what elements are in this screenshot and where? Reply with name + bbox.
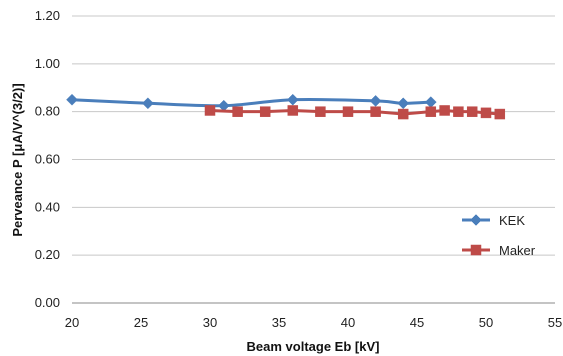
x-tick-label: 25 [134,315,148,330]
legend-label: KEK [499,213,525,228]
y-tick-labels: 0.00 0.20 0.40 0.60 0.80 1.00 1.20 [35,8,60,310]
x-tick-label: 45 [410,315,424,330]
data-point [66,93,78,106]
series-layer [66,93,506,120]
data-point [425,106,437,117]
data-point [397,108,409,120]
data-point [287,105,299,116]
x-tick-label: 30 [203,315,217,330]
y-tick-label: 0.20 [35,247,60,262]
data-point [466,106,478,117]
legend: KEK Maker [462,213,536,258]
y-tick-label: 0.80 [35,104,60,119]
x-tick-labels: 20 25 30 35 40 45 50 55 [65,315,562,330]
legend-label: Maker [499,243,536,258]
data-point [259,106,271,117]
y-tick-label: 0.40 [35,199,60,214]
series-maker [204,105,506,120]
data-point [424,96,437,108]
y-tick-label: 0.00 [35,295,60,310]
x-tick-label: 55 [548,315,562,330]
data-point [232,106,243,117]
legend-marker [470,244,482,256]
data-point [342,106,354,117]
data-point [315,106,326,117]
x-tick-label: 35 [272,315,286,330]
data-point [494,108,506,120]
y-tick-label: 0.60 [35,152,60,167]
y-tick-label: 1.20 [35,8,60,23]
legend-item: KEK [462,213,525,228]
x-tick-label: 40 [341,315,355,330]
data-point [397,97,410,110]
x-tick-label: 50 [479,315,493,330]
legend-marker [470,214,482,226]
y-axis-title: Perveance P [μA/V^(3/2)] [10,83,25,236]
x-axis-title: Beam voltage Eb [kV] [247,339,380,354]
data-point [204,105,216,116]
data-point [439,105,450,116]
legend-item: Maker [462,243,536,258]
data-point [480,107,492,119]
data-point [369,95,382,107]
data-point [286,93,299,106]
series-kek [66,93,437,112]
data-point [370,106,381,117]
data-point [453,106,464,117]
data-point [142,97,154,110]
y-tick-label: 1.00 [35,56,60,71]
x-tick-label: 20 [65,315,79,330]
